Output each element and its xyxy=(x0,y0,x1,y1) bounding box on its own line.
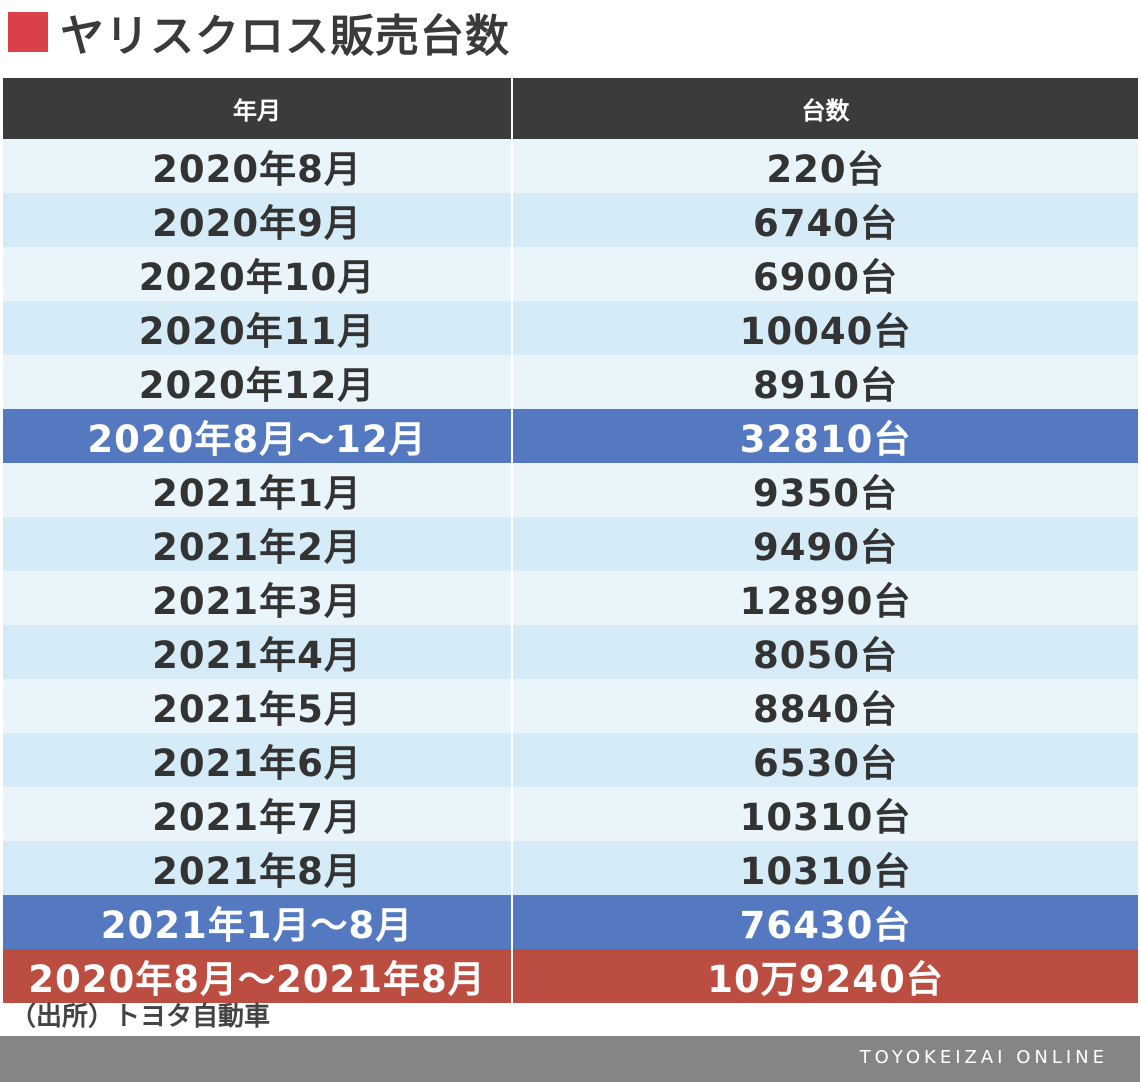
subtotal-units-cell: 76430台 xyxy=(511,895,1138,949)
table-row: 2021年5月 8840台 xyxy=(3,679,1138,733)
units-cell: 10040台 xyxy=(511,301,1138,355)
subtotal-units-cell: 32810台 xyxy=(511,409,1138,463)
grand-total-units-cell: 10万9240台 xyxy=(511,949,1138,1003)
table-row: 2020年8月 220台 xyxy=(3,139,1138,193)
month-cell: 2021年7月 xyxy=(3,787,512,841)
table-row: 2020年10月 6900台 xyxy=(3,247,1138,301)
month-cell: 2021年6月 xyxy=(3,733,512,787)
table-row: 2021年7月 10310台 xyxy=(3,787,1138,841)
month-cell: 2021年5月 xyxy=(3,679,512,733)
subtotal-period-cell: 2021年1月～8月 xyxy=(3,895,512,949)
units-cell: 8840台 xyxy=(511,679,1138,733)
units-cell: 8050台 xyxy=(511,625,1138,679)
table-row: 2021年8月 10310台 xyxy=(3,841,1138,895)
units-cell: 12890台 xyxy=(511,571,1138,625)
units-cell: 8910台 xyxy=(511,355,1138,409)
month-cell: 2020年8月 xyxy=(3,139,512,193)
table-row: 2021年4月 8050台 xyxy=(3,625,1138,679)
units-cell: 220台 xyxy=(511,139,1138,193)
title-marker xyxy=(8,12,48,52)
sales-table: 年月 台数 2020年8月 220台 2020年9月 6740台 2020年10… xyxy=(3,78,1138,1003)
page-title: ヤリスクロス販売台数 xyxy=(60,11,510,62)
footer-brand: TOYOKEIZAI ONLINE xyxy=(859,1047,1108,1068)
units-cell: 6900台 xyxy=(511,247,1138,301)
table-row: 2021年3月 12890台 xyxy=(3,571,1138,625)
title-bar: ヤリスクロス販売台数 xyxy=(8,6,510,62)
month-cell: 2021年4月 xyxy=(3,625,512,679)
month-cell: 2021年2月 xyxy=(3,517,512,571)
month-cell: 2021年1月 xyxy=(3,463,512,517)
month-cell: 2021年8月 xyxy=(3,841,512,895)
table-row: 2020年12月 8910台 xyxy=(3,355,1138,409)
table-row: 2021年1月 9350台 xyxy=(3,463,1138,517)
units-cell: 10310台 xyxy=(511,841,1138,895)
source-note: （出所）トヨタ自動車 xyxy=(10,1002,271,1032)
header-units: 台数 xyxy=(511,78,1138,139)
table-row: 2020年9月 6740台 xyxy=(3,193,1138,247)
units-cell: 10310台 xyxy=(511,787,1138,841)
header-year-month: 年月 xyxy=(3,78,512,139)
month-cell: 2020年12月 xyxy=(3,355,512,409)
subtotal-row-2021: 2021年1月～8月 76430台 xyxy=(3,895,1138,949)
footer-bar: TOYOKEIZAI ONLINE xyxy=(0,1036,1140,1082)
grand-total-row: 2020年8月～2021年8月 10万9240台 xyxy=(3,949,1138,1003)
month-cell: 2021年3月 xyxy=(3,571,512,625)
month-cell: 2020年10月 xyxy=(3,247,512,301)
table-header-row: 年月 台数 xyxy=(3,78,1138,139)
units-cell: 9350台 xyxy=(511,463,1138,517)
month-cell: 2020年9月 xyxy=(3,193,512,247)
units-cell: 6740台 xyxy=(511,193,1138,247)
table-row: 2021年6月 6530台 xyxy=(3,733,1138,787)
subtotal-period-cell: 2020年8月～12月 xyxy=(3,409,512,463)
table-row: 2021年2月 9490台 xyxy=(3,517,1138,571)
grand-total-period-cell: 2020年8月～2021年8月 xyxy=(3,949,512,1003)
units-cell: 9490台 xyxy=(511,517,1138,571)
units-cell: 6530台 xyxy=(511,733,1138,787)
month-cell: 2020年11月 xyxy=(3,301,512,355)
subtotal-row-2020: 2020年8月～12月 32810台 xyxy=(3,409,1138,463)
table-row: 2020年11月 10040台 xyxy=(3,301,1138,355)
